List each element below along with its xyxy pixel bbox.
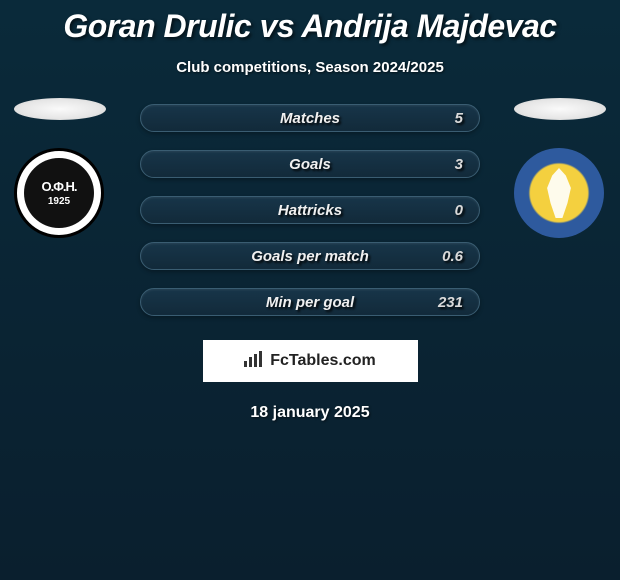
stat-value-right: 0 xyxy=(455,202,463,219)
stat-row-min-per-goal: Min per goal 231 xyxy=(140,288,480,316)
stat-row-hattricks: Hattricks 0 xyxy=(140,196,480,224)
club-right-figure-icon xyxy=(542,168,576,218)
stat-value-right: 0.6 xyxy=(442,248,463,265)
club-badge-right xyxy=(514,148,604,238)
subtitle: Club competitions, Season 2024/2025 xyxy=(0,59,620,76)
comparison-content: Ο.Φ.Η. 1925 Matches 5 Goals 3 Hattricks … xyxy=(0,104,620,422)
club-left-abbrev: Ο.Φ.Η. xyxy=(41,179,76,194)
attribution-text: FcTables.com xyxy=(270,352,376,370)
date-text: 18 january 2025 xyxy=(0,404,620,422)
club-left-year: 1925 xyxy=(48,196,70,207)
club-badge-left-inner: Ο.Φ.Η. 1925 xyxy=(24,158,94,228)
stat-value-right: 231 xyxy=(438,294,463,311)
club-badge-left: Ο.Φ.Η. 1925 xyxy=(14,148,104,238)
chart-icon xyxy=(244,351,264,372)
stat-value-right: 3 xyxy=(455,156,463,173)
stat-row-matches: Matches 5 xyxy=(140,104,480,132)
stat-label: Min per goal xyxy=(266,294,354,311)
stat-row-goals: Goals 3 xyxy=(140,150,480,178)
player-right-column xyxy=(514,98,606,238)
stat-label: Goals per match xyxy=(251,248,369,265)
stat-label: Matches xyxy=(280,110,340,127)
player-left-avatar xyxy=(14,98,106,120)
stat-row-goals-per-match: Goals per match 0.6 xyxy=(140,242,480,270)
stat-label: Goals xyxy=(289,156,331,173)
stat-value-right: 5 xyxy=(455,110,463,127)
stats-list: Matches 5 Goals 3 Hattricks 0 Goals per … xyxy=(140,104,480,316)
player-left-column: Ο.Φ.Η. 1925 xyxy=(14,98,106,238)
page-title: Goran Drulic vs Andrija Majdevac xyxy=(0,0,620,45)
stat-label: Hattricks xyxy=(278,202,342,219)
attribution-badge[interactable]: FcTables.com xyxy=(203,340,418,382)
player-right-avatar xyxy=(514,98,606,120)
